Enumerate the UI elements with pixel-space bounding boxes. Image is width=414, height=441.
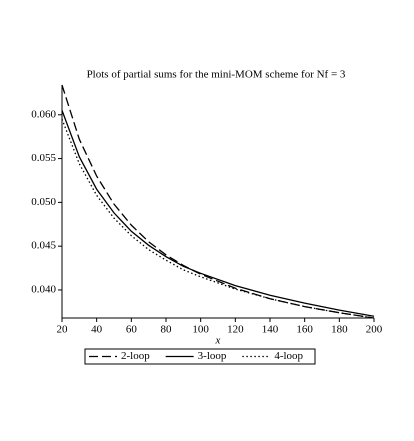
legend-label: 3-loop [198,350,227,362]
x-tick-label: 40 [91,324,103,336]
x-tick-label: 20 [57,324,69,336]
x-tick-label: 60 [126,324,138,336]
x-tick-label: 120 [227,324,244,336]
y-tick-label: 0.050 [31,196,56,208]
legend-box [84,348,316,365]
y-tick-label: 0.045 [31,240,56,252]
x-tick-label: 80 [161,324,173,336]
y-tick-label: 0.055 [31,152,56,164]
x-tick-label: 140 [262,324,279,336]
legend-label: 2-loop [121,350,150,362]
x-tick-label: 160 [296,324,313,336]
x-tick-label: 100 [192,324,209,336]
x-tick-label: 200 [366,324,383,336]
x-axis-label: x [215,335,221,347]
chart-title: Plots of partial sums for the mini-MOM s… [87,69,346,81]
y-tick-label: 0.040 [31,284,56,296]
y-tick-label: 0.060 [31,108,56,120]
series-line [61,110,375,317]
series-line [61,118,375,319]
x-tick-label: 180 [331,324,348,336]
legend-label: 4-loop [274,350,303,362]
